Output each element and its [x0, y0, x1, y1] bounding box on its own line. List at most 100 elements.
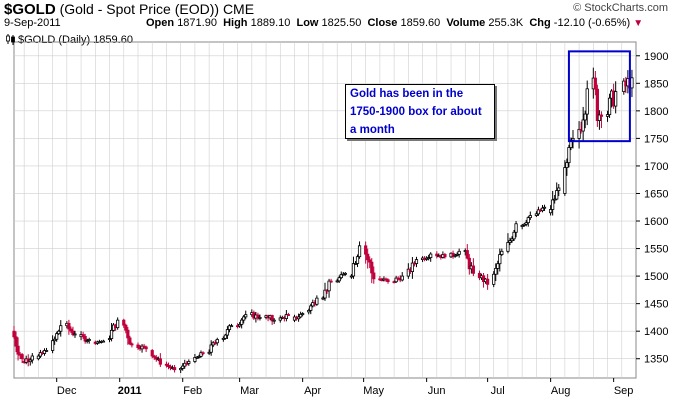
candle-body: [213, 342, 217, 345]
candle-body: [242, 316, 246, 321]
symbol-title: $GOLD (Gold - Spot Price (EOD)) CME: [4, 1, 254, 18]
y-tick-label: 1800: [644, 106, 668, 118]
quote-stats: Open 1871.90 High 1889.10 Low 1825.50 Cl…: [146, 17, 643, 29]
candle-body: [187, 361, 191, 364]
candle-body: [258, 317, 262, 319]
candle-body: [471, 265, 475, 274]
volume-value: 255.3K: [488, 17, 524, 29]
candle-body: [372, 272, 376, 280]
candle-body: [158, 358, 162, 365]
candle-body: [335, 280, 339, 283]
chg-value: -12.10 (-0.65%): [553, 17, 631, 29]
y-tick-label: 1450: [644, 299, 668, 311]
x-tick-label: Feb: [183, 385, 202, 397]
candle-body: [152, 355, 156, 358]
candle-body: [36, 355, 40, 360]
candle-body: [329, 280, 333, 283]
candle-body: [215, 339, 219, 344]
candle-body: [124, 324, 128, 331]
volume-label: Volume: [446, 17, 486, 29]
candle-body: [567, 147, 571, 164]
candle-body: [486, 278, 490, 285]
candle-body: [270, 315, 274, 322]
x-tick-label: Dec: [57, 385, 77, 397]
candle-body: [30, 355, 34, 361]
candle-body: [130, 343, 134, 346]
candle-body: [577, 128, 581, 139]
candle-body: [122, 319, 126, 326]
candle-body: [181, 365, 185, 369]
x-tick-label: May: [363, 385, 384, 397]
candle-body: [240, 319, 244, 325]
candle-body: [286, 314, 291, 316]
candle-body: [451, 252, 455, 257]
candle-body: [116, 319, 120, 329]
candle-body: [524, 222, 528, 225]
y-tick-label: 1600: [644, 216, 668, 228]
candle-body: [201, 352, 205, 355]
candle-body: [595, 88, 599, 121]
candle-body: [71, 330, 75, 335]
y-tick-label: 1500: [644, 271, 668, 283]
candle-body: [150, 350, 154, 357]
range-box: [567, 50, 631, 143]
candle-body: [154, 356, 158, 360]
candle-body: [309, 305, 313, 311]
candle-body: [394, 277, 398, 283]
candle-body: [500, 250, 504, 255]
high-value: 1889.10: [250, 17, 291, 29]
candle-body: [368, 259, 372, 263]
candle-body: [528, 215, 532, 219]
candle-body: [534, 213, 538, 216]
candle-body: [364, 245, 368, 255]
down-arrow-icon: ▼: [633, 18, 644, 29]
candle-body: [221, 337, 225, 340]
candle-body: [506, 242, 510, 252]
stockcharts-watermark: © StockCharts.com: [573, 2, 668, 14]
candle-body: [593, 77, 597, 90]
candle-body: [315, 297, 319, 305]
candle-body: [323, 289, 327, 299]
legend-text: $GOLD (Daily) 1859.60: [18, 34, 133, 46]
candle-body: [520, 225, 524, 227]
x-tick-label: Jun: [428, 385, 446, 397]
candle-body: [164, 363, 169, 366]
candle-body: [87, 339, 91, 341]
candle-body: [605, 114, 610, 117]
low-label: Low: [296, 17, 319, 29]
candle-body: [481, 275, 486, 283]
candle-body: [244, 314, 248, 318]
candle-body: [73, 333, 77, 336]
candle-body: [278, 317, 282, 321]
candle-body: [494, 267, 498, 275]
candle-body: [599, 114, 604, 117]
candle-body: [400, 275, 404, 281]
candle-body: [144, 346, 148, 350]
candle-body: [467, 257, 471, 270]
low-value: 1825.50: [321, 17, 362, 29]
y-tick-label: 1550: [644, 244, 668, 256]
candle-body: [55, 333, 59, 340]
candle-body: [59, 325, 63, 332]
candle-body: [583, 113, 587, 121]
candle-body: [555, 190, 559, 200]
candle-body: [443, 254, 447, 258]
candle-body: [414, 259, 419, 264]
x-tick-label: Jul: [491, 385, 505, 397]
close-label: Close: [367, 17, 398, 29]
annotation-box: Gold has been in the 1750-1900 box for a…: [345, 84, 495, 139]
candle-body: [526, 217, 530, 224]
candle-body: [563, 167, 567, 194]
candle-body: [256, 314, 260, 319]
quote-stats-line: 9-Sep-2011 Open 1871.90 High 1889.10 Low…: [4, 17, 668, 29]
candle-body: [229, 325, 234, 328]
candle-body: [227, 325, 232, 330]
candle-body: [410, 262, 415, 272]
candle-body: [69, 328, 73, 332]
candle-body: [225, 329, 230, 336]
candle-body: [357, 245, 362, 258]
candle-body: [351, 263, 356, 277]
candle-body: [536, 209, 541, 215]
candle-body: [630, 77, 634, 89]
